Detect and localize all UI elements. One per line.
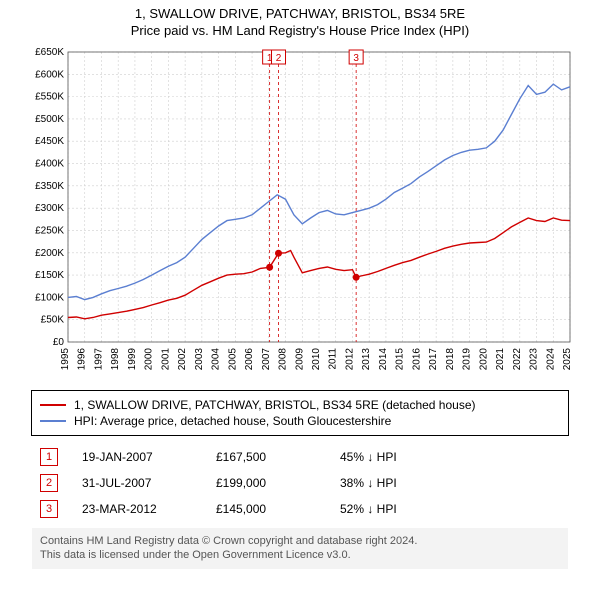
svg-text:£300K: £300K — [35, 203, 64, 214]
svg-text:2010: 2010 — [311, 348, 322, 371]
svg-text:2009: 2009 — [294, 348, 305, 371]
svg-text:1997: 1997 — [93, 348, 104, 371]
legend-label: HPI: Average price, detached house, Sout… — [74, 414, 391, 428]
event-date: 23-MAR-2012 — [82, 502, 192, 516]
legend-swatch — [40, 420, 66, 422]
svg-text:£250K: £250K — [35, 225, 64, 236]
svg-text:2019: 2019 — [462, 348, 473, 371]
legend-item: HPI: Average price, detached house, Sout… — [40, 413, 560, 429]
event-row: 3 23-MAR-2012 £145,000 52% ↓ HPI — [40, 496, 560, 522]
svg-text:2002: 2002 — [177, 348, 188, 371]
svg-text:£600K: £600K — [35, 69, 64, 80]
svg-text:£500K: £500K — [35, 114, 64, 125]
svg-text:2000: 2000 — [144, 348, 155, 371]
svg-text:2012: 2012 — [344, 348, 355, 371]
svg-text:2006: 2006 — [244, 348, 255, 371]
event-hpi-delta: 52% ↓ HPI — [340, 502, 397, 516]
price-chart: £0 £50K £100K £150K £200K £250K £300K £350K £400… — [20, 42, 580, 382]
svg-text:2018: 2018 — [445, 348, 456, 371]
svg-text:£50K: £50K — [41, 315, 65, 326]
event-hpi-delta: 38% ↓ HPI — [340, 476, 397, 490]
svg-text:3: 3 — [353, 53, 359, 64]
svg-text:2005: 2005 — [227, 348, 238, 371]
svg-text:£350K: £350K — [35, 181, 64, 192]
svg-text:£550K: £550K — [35, 92, 64, 103]
svg-text:2020: 2020 — [478, 348, 489, 371]
legend-item: 1, SWALLOW DRIVE, PATCHWAY, BRISTOL, BS3… — [40, 397, 560, 413]
svg-text:2001: 2001 — [160, 348, 171, 371]
svg-text:£0: £0 — [53, 337, 65, 348]
event-number-badge: 1 — [40, 448, 58, 466]
svg-text:2023: 2023 — [529, 348, 540, 371]
svg-text:1996: 1996 — [77, 348, 88, 371]
event-price: £199,000 — [216, 476, 316, 490]
svg-text:£100K: £100K — [35, 292, 64, 303]
event-number-badge: 3 — [40, 500, 58, 518]
event-number-badge: 2 — [40, 474, 58, 492]
svg-text:2008: 2008 — [278, 348, 289, 371]
svg-text:£150K: £150K — [35, 270, 64, 281]
svg-text:2016: 2016 — [411, 348, 422, 371]
svg-text:1999: 1999 — [127, 348, 138, 371]
chart-container: £0 £50K £100K £150K £200K £250K £300K £350K £400… — [20, 42, 580, 382]
event-row: 1 19-JAN-2007 £167,500 45% ↓ HPI — [40, 444, 560, 470]
footer-line2: This data is licensed under the Open Gov… — [40, 548, 560, 562]
chart-title-line1: 1, SWALLOW DRIVE, PATCHWAY, BRISTOL, BS3… — [0, 6, 600, 21]
event-price: £167,500 — [216, 450, 316, 464]
svg-text:2003: 2003 — [194, 348, 205, 371]
svg-text:2017: 2017 — [428, 348, 439, 371]
svg-text:2015: 2015 — [395, 348, 406, 371]
svg-text:£200K: £200K — [35, 248, 64, 259]
svg-text:2013: 2013 — [361, 348, 372, 371]
footer-line1: Contains HM Land Registry data © Crown c… — [40, 534, 560, 548]
svg-text:2024: 2024 — [545, 348, 556, 371]
svg-text:2021: 2021 — [495, 348, 506, 371]
event-table: 1 19-JAN-2007 £167,500 45% ↓ HPI 2 31-JUL-200… — [40, 444, 560, 522]
svg-text:2: 2 — [276, 53, 282, 64]
footer-attribution: Contains HM Land Registry data © Crown c… — [32, 528, 568, 569]
svg-text:2025: 2025 — [562, 348, 573, 371]
svg-text:1998: 1998 — [110, 348, 121, 371]
svg-text:£650K: £650K — [35, 47, 64, 58]
svg-text:2004: 2004 — [211, 348, 222, 371]
svg-text:£400K: £400K — [35, 159, 64, 170]
svg-text:2022: 2022 — [512, 348, 523, 371]
legend-swatch — [40, 404, 66, 406]
svg-text:£450K: £450K — [35, 136, 64, 147]
chart-title-line2: Price paid vs. HM Land Registry's House … — [0, 23, 600, 38]
event-row: 2 31-JUL-2007 £199,000 38% ↓ HPI — [40, 470, 560, 496]
event-date: 19-JAN-2007 — [82, 450, 192, 464]
event-date: 31-JUL-2007 — [82, 476, 192, 490]
legend-label: 1, SWALLOW DRIVE, PATCHWAY, BRISTOL, BS3… — [74, 398, 475, 412]
event-price: £145,000 — [216, 502, 316, 516]
svg-text:1995: 1995 — [60, 348, 71, 371]
event-hpi-delta: 45% ↓ HPI — [340, 450, 397, 464]
svg-text:2011: 2011 — [328, 348, 339, 370]
svg-text:2014: 2014 — [378, 348, 389, 371]
svg-text:2007: 2007 — [261, 348, 272, 371]
legend: 1, SWALLOW DRIVE, PATCHWAY, BRISTOL, BS3… — [31, 390, 569, 436]
